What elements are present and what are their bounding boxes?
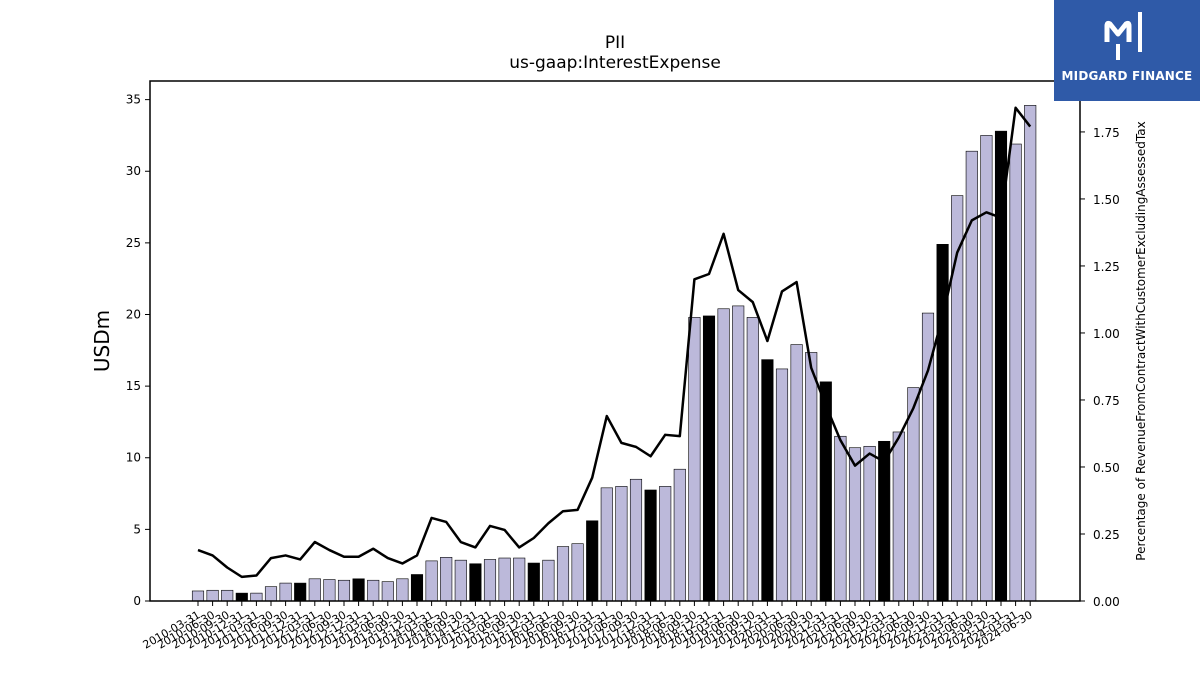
- bar: [629, 478, 643, 602]
- y2-tick-label: 1.50: [1093, 193, 1120, 207]
- y-tick-label: 35: [126, 93, 141, 107]
- bar: [980, 135, 993, 602]
- bar: [1024, 105, 1037, 602]
- y2-tick-label: 1.00: [1093, 327, 1120, 341]
- y2-axis-label: Percentage of RevenueFromContractWithCus…: [1134, 121, 1148, 560]
- bar: [571, 543, 584, 602]
- y2-tick-label: 0.00: [1093, 595, 1120, 609]
- bar: [878, 440, 891, 602]
- bar: [250, 592, 263, 602]
- bar: [834, 435, 847, 602]
- bar: [907, 387, 920, 602]
- bar: [717, 308, 730, 602]
- series-line: [197, 106, 1032, 579]
- y-tick-label: 20: [126, 307, 141, 321]
- y-tick-label: 25: [126, 236, 141, 250]
- bar: [542, 559, 555, 602]
- y2-tick-label: 0.75: [1093, 394, 1120, 408]
- bar: [323, 579, 336, 602]
- bar: [1009, 143, 1022, 602]
- bar: [994, 130, 1008, 602]
- bar: [673, 468, 686, 602]
- logo-mark-icon: [1104, 12, 1142, 60]
- bar: [235, 592, 248, 602]
- bar: [615, 486, 628, 602]
- midgard-finance-logo: MIDGARD FINANCE: [1054, 0, 1200, 101]
- bar: [527, 562, 540, 602]
- bar: [454, 559, 467, 602]
- bar: [848, 447, 862, 602]
- line-group: [197, 106, 1032, 579]
- bar: [732, 305, 745, 602]
- plot-frame: [149, 80, 1081, 602]
- bar: [264, 586, 278, 602]
- y2-tick-label: 1.75: [1093, 126, 1120, 140]
- bar: [513, 557, 526, 602]
- y-axis: 0 5 10 15 20 25 30 35: [126, 93, 150, 608]
- bar: [790, 344, 803, 602]
- y-tick-label: 5: [133, 522, 141, 536]
- bar: [440, 557, 453, 602]
- bar: [279, 582, 292, 602]
- chart-subtitle: us-gaap:InterestExpense: [509, 53, 721, 73]
- x-axis: 2010-03-312010-06-302010-09-302010-12-31…: [141, 601, 1035, 652]
- bar: [483, 559, 497, 602]
- bar: [410, 574, 424, 602]
- y-axis-label: USDm: [90, 310, 114, 372]
- bar: [761, 359, 774, 602]
- bar: [352, 578, 365, 602]
- logo-text: MIDGARD FINANCE: [1061, 69, 1193, 83]
- bar: [586, 520, 599, 602]
- y2-tick-label: 0.50: [1093, 461, 1120, 475]
- bar: [381, 581, 394, 602]
- bar: [644, 489, 657, 602]
- bar: [294, 582, 307, 602]
- y-tick-label: 0: [133, 594, 141, 608]
- y2-tick-label: 0.25: [1093, 528, 1120, 542]
- y-tick-label: 10: [126, 451, 141, 465]
- bar: [425, 560, 438, 602]
- chart-title: PII: [605, 33, 625, 53]
- bar: [191, 590, 205, 602]
- y2-tick-label: 1.25: [1093, 260, 1120, 274]
- bar: [556, 546, 570, 602]
- bar: [498, 557, 511, 602]
- bars-group: [191, 105, 1037, 602]
- bar: [892, 431, 905, 602]
- bar: [308, 578, 321, 602]
- bar: [659, 486, 672, 602]
- y-tick-label: 15: [126, 379, 141, 393]
- bar: [702, 315, 716, 602]
- bar: [469, 563, 482, 602]
- bar: [746, 317, 759, 602]
- bar: [805, 352, 818, 602]
- y2-axis: 0.00 0.25 0.50 0.75 1.00 1.25 1.50 1.75: [1080, 126, 1120, 609]
- bar: [863, 445, 876, 602]
- bar: [206, 589, 219, 602]
- bar: [221, 589, 234, 602]
- bar: [775, 368, 789, 602]
- bar: [367, 579, 380, 602]
- y-tick-label: 30: [126, 164, 141, 178]
- bar: [396, 578, 409, 602]
- bar: [688, 317, 701, 602]
- bar: [600, 487, 613, 602]
- bar: [337, 579, 351, 602]
